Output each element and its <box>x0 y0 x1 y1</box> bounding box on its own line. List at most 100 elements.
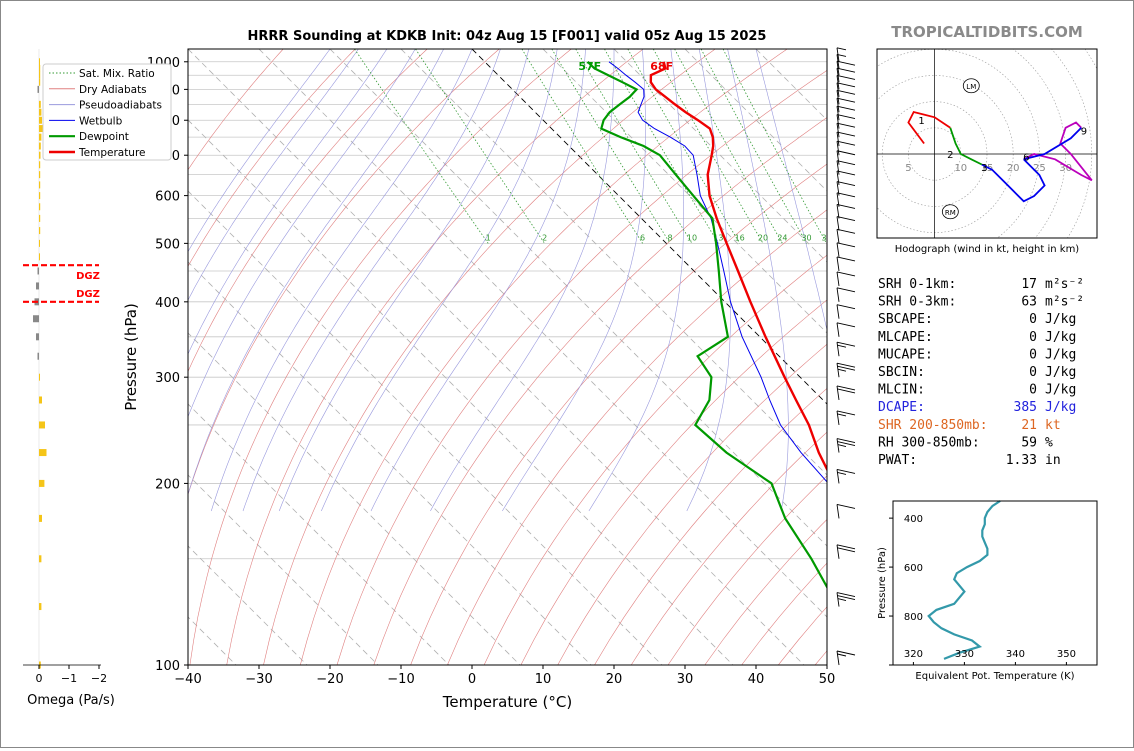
wind-barb-staff <box>836 170 840 185</box>
pseudoadiabat-line <box>188 49 444 496</box>
wind-barb-staff <box>836 114 840 129</box>
wind-barb <box>836 160 856 175</box>
wind-barb <box>836 256 856 272</box>
index-value: 0 <box>1029 347 1037 362</box>
index-label: RH 300-850mb: <box>878 435 980 450</box>
wind-barb-half <box>837 444 847 447</box>
wind-barb-flag <box>836 304 856 310</box>
wind-barb-flag <box>836 105 856 111</box>
legend-entry: Wetbulb <box>79 115 123 127</box>
index-label: MUCAPE: <box>878 347 933 362</box>
dry-adiabat-line <box>300 49 788 665</box>
omega-panel: DGZ DGZ 0 −1 −2 Omega (Pa/s) <box>23 49 115 708</box>
wind-barb-staff <box>836 504 840 519</box>
omega-bar <box>39 239 40 247</box>
omega-tick-label: −2 <box>91 672 107 685</box>
isotherm-line <box>188 261 592 665</box>
isotherm-line <box>188 49 805 665</box>
index-value: 0 <box>1029 365 1037 380</box>
wind-barb <box>836 304 856 319</box>
wind-barb <box>836 131 856 147</box>
wind-barb-flag <box>836 114 856 119</box>
omega-bar <box>39 514 42 522</box>
x-tick-label: 40 <box>748 672 765 687</box>
wind-barb-staff <box>836 123 840 138</box>
mixing-ratio-label: 13 <box>713 233 723 242</box>
x-tick-label: −40 <box>174 672 201 687</box>
isotherm-line <box>258 49 827 618</box>
pseudoadiabat-line <box>430 49 615 512</box>
theta-e-y-tick-label: 600 <box>904 563 923 574</box>
wind-barb <box>836 410 856 426</box>
wind-barb <box>836 385 856 401</box>
y-tick-label: 600 <box>155 190 180 205</box>
wind-barb-flag <box>836 287 856 293</box>
wind-barb-staff <box>836 82 840 97</box>
index-label: SBCIN: <box>878 365 925 380</box>
wind-barb-staff <box>836 131 840 147</box>
dry-adiabat-line <box>373 117 827 665</box>
omega-bar <box>39 396 42 404</box>
dry-adiabat-line <box>188 49 284 171</box>
wind-barb-flag <box>836 82 856 88</box>
pseudoadiabat-line <box>242 49 501 512</box>
wind-barb-staff <box>836 160 840 175</box>
index-value: 0 <box>1029 383 1037 398</box>
wind-barb-staff <box>836 229 840 244</box>
hodograph-ring-label: 10 <box>954 163 967 174</box>
mixing-ratio-label: 30 <box>801 233 811 242</box>
hodograph-height-label: 2 <box>947 150 953 161</box>
theta-e-y-tick-label: 400 <box>904 514 923 525</box>
mixing-ratio-line <box>674 49 783 244</box>
isotherm-line <box>188 403 450 665</box>
isotherm-line <box>188 545 308 665</box>
pseudoadiabat-line <box>321 49 558 512</box>
omega-bar <box>39 171 41 179</box>
isotherm-line <box>542 49 827 334</box>
index-label: MLCIN: <box>878 383 925 398</box>
legend-entry: Dewpoint <box>79 131 129 143</box>
mixing-ratio-line <box>604 49 719 244</box>
wind-barb <box>836 341 856 357</box>
mixing-ratio-label: 36 <box>821 233 831 242</box>
mixing-ratio-line <box>700 49 807 244</box>
index-unit: J/kg <box>1045 365 1076 380</box>
pseudoadiabat-line <box>278 49 530 512</box>
wind-barb-flag <box>836 341 856 347</box>
wind-barb-staff <box>836 322 840 337</box>
temperature-series-line <box>649 61 827 472</box>
hodograph-height-label: 6 <box>1023 153 1029 164</box>
dry-adiabat-line <box>483 254 827 665</box>
wind-barb <box>836 122 856 138</box>
index-unit: in <box>1045 453 1061 468</box>
dry-adiabat-line <box>410 163 827 665</box>
hodograph-ring-label: 20 <box>1007 163 1020 174</box>
omega-bar <box>39 161 41 169</box>
dry-adiabat-line <box>594 387 827 665</box>
index-label: MLCAPE: <box>878 330 933 345</box>
dry-adiabat-line <box>814 650 827 665</box>
theta-e-x-tick-label: 350 <box>1057 649 1076 660</box>
mixing-ratio-line <box>521 49 643 244</box>
theta-e-x-tick-label: 340 <box>1006 649 1025 660</box>
isotherm-line <box>188 190 663 665</box>
dgz-label: DGZ <box>76 271 100 282</box>
hodograph-caption: Hodograph (wind in kt, height in km) <box>895 244 1080 255</box>
x-tick-label: 0 <box>468 672 476 687</box>
x-tick-label: 50 <box>819 672 836 687</box>
pseudoadiabat-line <box>502 49 646 512</box>
wind-barb-flag <box>836 385 856 391</box>
index-row: SRH 0-3km: 63 m²s⁻² <box>878 295 1084 310</box>
wind-barb-flag <box>836 503 856 509</box>
omega-bar <box>39 64 41 72</box>
theta-e-panel: 320 330 340 350 400 600 800 Equivalent Pot. Tem… <box>877 500 1098 682</box>
x-tick-label: −20 <box>316 672 343 687</box>
wind-barb-flag <box>836 650 856 656</box>
dry-adiabat-line <box>188 49 356 267</box>
index-row: MUCAPE: 0 J/kg <box>878 347 1076 362</box>
wind-barb-flag <box>836 89 856 95</box>
mixing-ratio-line <box>575 49 693 244</box>
wind-barb-flag <box>836 216 856 222</box>
wind-barb <box>836 82 856 97</box>
